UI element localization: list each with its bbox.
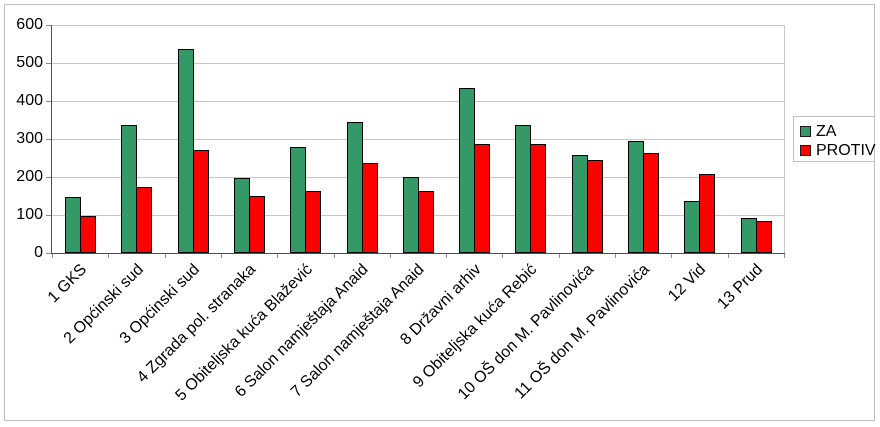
y-tick-label: 100 bbox=[16, 206, 43, 223]
legend-item-za: ZA bbox=[800, 122, 874, 141]
bar-protiv-1 bbox=[80, 216, 96, 253]
legend-item-protiv: PROTIV bbox=[800, 141, 876, 160]
x-axis-tick bbox=[784, 254, 785, 258]
bar-za-8 bbox=[459, 87, 476, 253]
x-axis-tick bbox=[615, 254, 617, 258]
bar-protiv-13 bbox=[755, 221, 772, 253]
gridline bbox=[52, 63, 784, 64]
x-axis-tick bbox=[333, 254, 335, 258]
bar-za-13 bbox=[740, 217, 757, 253]
x-axis-tick bbox=[389, 254, 391, 258]
bar-protiv-4 bbox=[248, 196, 265, 253]
bar-protiv-12 bbox=[699, 173, 716, 253]
y-axis-tick bbox=[46, 215, 51, 216]
bar-protiv-2 bbox=[136, 187, 153, 253]
bar-za-11 bbox=[628, 140, 645, 253]
bar-protiv-3 bbox=[192, 150, 209, 253]
bar-za-4 bbox=[233, 177, 250, 253]
y-axis-tick bbox=[46, 25, 51, 26]
bar-za-2 bbox=[121, 124, 138, 253]
y-axis-tick bbox=[46, 63, 51, 64]
bar-za-5 bbox=[290, 146, 307, 253]
x-tick-label: 13 Prud bbox=[714, 261, 766, 313]
bar-za-3 bbox=[177, 48, 194, 253]
bar-protiv-10 bbox=[586, 159, 603, 253]
x-axis-tick bbox=[671, 254, 673, 258]
legend-label: PROTIV bbox=[816, 141, 876, 159]
bar-protiv-6 bbox=[361, 162, 378, 253]
y-axis-line bbox=[51, 25, 52, 254]
chart-legend: ZA PROTIV bbox=[793, 116, 876, 162]
y-axis-tick bbox=[46, 177, 51, 178]
y-axis-tick bbox=[46, 139, 51, 140]
x-axis-tick bbox=[52, 254, 53, 258]
x-axis-tick bbox=[220, 254, 222, 258]
bar-za-9 bbox=[515, 124, 532, 253]
gridline bbox=[52, 101, 784, 102]
bar-za-6 bbox=[346, 121, 363, 253]
y-tick-label: 400 bbox=[16, 92, 43, 109]
y-tick-label: 200 bbox=[16, 168, 43, 185]
gridline bbox=[52, 25, 784, 26]
y-tick-label: 300 bbox=[16, 130, 43, 147]
y-axis-tick bbox=[46, 101, 51, 102]
y-tick-label: 0 bbox=[34, 244, 43, 261]
x-tick-label: 1 GKS bbox=[44, 261, 91, 307]
bar-protiv-11 bbox=[643, 152, 660, 253]
bar-protiv-8 bbox=[474, 143, 491, 253]
bar-protiv-5 bbox=[305, 190, 322, 253]
bar-za-12 bbox=[684, 201, 701, 253]
x-axis-tick bbox=[164, 254, 166, 258]
x-axis-tick bbox=[108, 254, 110, 258]
x-axis-line bbox=[51, 253, 785, 254]
bar-protiv-7 bbox=[417, 190, 434, 253]
legend-swatch-icon bbox=[800, 145, 811, 156]
x-axis-tick bbox=[277, 254, 279, 258]
bar-protiv-9 bbox=[530, 143, 547, 253]
gridline bbox=[52, 139, 784, 140]
x-axis-tick bbox=[502, 254, 504, 258]
x-axis-tick bbox=[446, 254, 448, 258]
x-axis-tick bbox=[727, 254, 729, 258]
legend-label: ZA bbox=[816, 122, 837, 140]
y-tick-label: 500 bbox=[16, 54, 43, 71]
x-axis-tick bbox=[558, 254, 560, 258]
bar-za-1 bbox=[65, 196, 81, 253]
bar-za-7 bbox=[402, 176, 419, 253]
bar-za-10 bbox=[571, 154, 588, 253]
y-axis-tick bbox=[46, 253, 51, 254]
x-tick-label: 12 Vid bbox=[665, 261, 710, 305]
plot-border-right bbox=[784, 25, 785, 254]
legend-swatch-icon bbox=[800, 126, 811, 137]
y-tick-label: 600 bbox=[16, 16, 43, 33]
